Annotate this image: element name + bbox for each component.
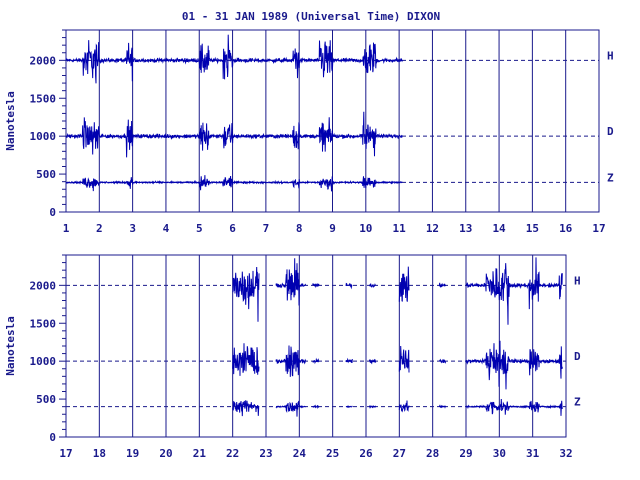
- y-tick-label: 0: [49, 431, 56, 444]
- trace-h: [275, 258, 307, 306]
- trace-z: [232, 400, 260, 417]
- x-tick-label: 30: [493, 447, 506, 460]
- trace-z: [438, 404, 447, 409]
- x-tick-label: 21: [193, 447, 207, 460]
- trace-d: [465, 340, 563, 390]
- y-tick-label: 2000: [30, 279, 57, 292]
- x-tick-label: 23: [259, 447, 272, 460]
- x-tick-label: 27: [393, 447, 406, 460]
- x-tick-label: 3: [129, 222, 136, 235]
- trace-d: [65, 111, 403, 158]
- trace-d: [345, 357, 353, 364]
- x-tick-label: 28: [426, 447, 439, 460]
- y-tick-label: 0: [49, 206, 56, 219]
- x-tick-label: 24: [293, 447, 307, 460]
- x-tick-label: 32: [559, 447, 572, 460]
- panel-bottom: 17 18 19 20 21 22 23 24 25 26 27 28 29 30 31 32 0 500 1000…: [4, 254, 581, 460]
- x-tick-label: 16: [559, 222, 573, 235]
- x-tick-label: 10: [359, 222, 372, 235]
- trace-h: [345, 282, 353, 290]
- x-tick-label: 19: [126, 447, 139, 460]
- trace-h: [368, 283, 376, 289]
- trace-d: [232, 343, 260, 376]
- x-tick-label: 5: [196, 222, 203, 235]
- trace-h: [438, 282, 447, 288]
- x-tick-label: 11: [393, 222, 407, 235]
- y-tick-label: 2000: [30, 54, 57, 67]
- component-label-d: D: [574, 350, 581, 363]
- x-tick-label: 22: [226, 447, 239, 460]
- x-tick-label: 7: [263, 222, 270, 235]
- component-label-h: H: [607, 49, 614, 62]
- y-tick-label: 500: [36, 393, 56, 406]
- x-tick-label: 4: [163, 222, 170, 235]
- component-label-z: Z: [574, 396, 581, 409]
- x-tick-label: 13: [459, 222, 472, 235]
- x-tick-label: 9: [329, 222, 336, 235]
- trace-z: [65, 175, 403, 192]
- y-tick-label: 500: [36, 168, 56, 181]
- trace-z: [312, 404, 320, 410]
- trace-h: [232, 266, 260, 322]
- trace-d: [438, 358, 447, 364]
- x-tick-label: 25: [326, 447, 339, 460]
- trace-d: [312, 357, 320, 365]
- trace-z: [368, 404, 377, 410]
- x-tick-label: 12: [426, 222, 439, 235]
- x-tick-label: 6: [229, 222, 236, 235]
- x-tick-label: 18: [93, 447, 106, 460]
- trace-h: [465, 257, 563, 325]
- component-label-h: H: [574, 274, 581, 287]
- x-tick-label: 8: [296, 222, 303, 235]
- chart-title: 01 - 31 JAN 1989 (Universal Time) DIXON: [182, 10, 440, 23]
- x-tick-label: 29: [459, 447, 472, 460]
- trace-z: [275, 400, 306, 417]
- trace-d: [398, 345, 410, 373]
- y-axis-label: Nanotesla: [4, 316, 17, 376]
- y-tick-label: 1500: [30, 317, 57, 330]
- y-tick-label: 1500: [30, 92, 57, 105]
- y-axis-label: Nanotesla: [4, 91, 17, 151]
- x-tick-label: 17: [59, 447, 72, 460]
- trace-h: [65, 34, 403, 84]
- trace-h: [312, 282, 320, 289]
- component-label-d: D: [607, 125, 614, 138]
- x-tick-label: 20: [159, 447, 172, 460]
- trace-d: [275, 345, 307, 377]
- trace-z: [345, 404, 353, 408]
- trace-z: [465, 398, 563, 416]
- y-tick-label: 1000: [30, 130, 57, 143]
- x-tick-label: 14: [492, 222, 506, 235]
- trace-z: [398, 400, 410, 413]
- y-tick-label: 1000: [30, 355, 57, 368]
- panel-top: 1 2 3 4 5 6 7 8 9 10 11 12 13 14 15 16 17050010001500200…: [4, 29, 614, 235]
- x-tick-label: 15: [526, 222, 539, 235]
- component-label-z: Z: [607, 171, 614, 184]
- trace-d: [368, 358, 377, 365]
- x-tick-label: 31: [526, 447, 540, 460]
- x-tick-label: 1: [63, 222, 70, 235]
- trace-h: [398, 266, 410, 302]
- x-tick-label: 2: [96, 222, 103, 235]
- x-tick-label: 26: [359, 447, 373, 460]
- x-tick-label: 17: [592, 222, 605, 235]
